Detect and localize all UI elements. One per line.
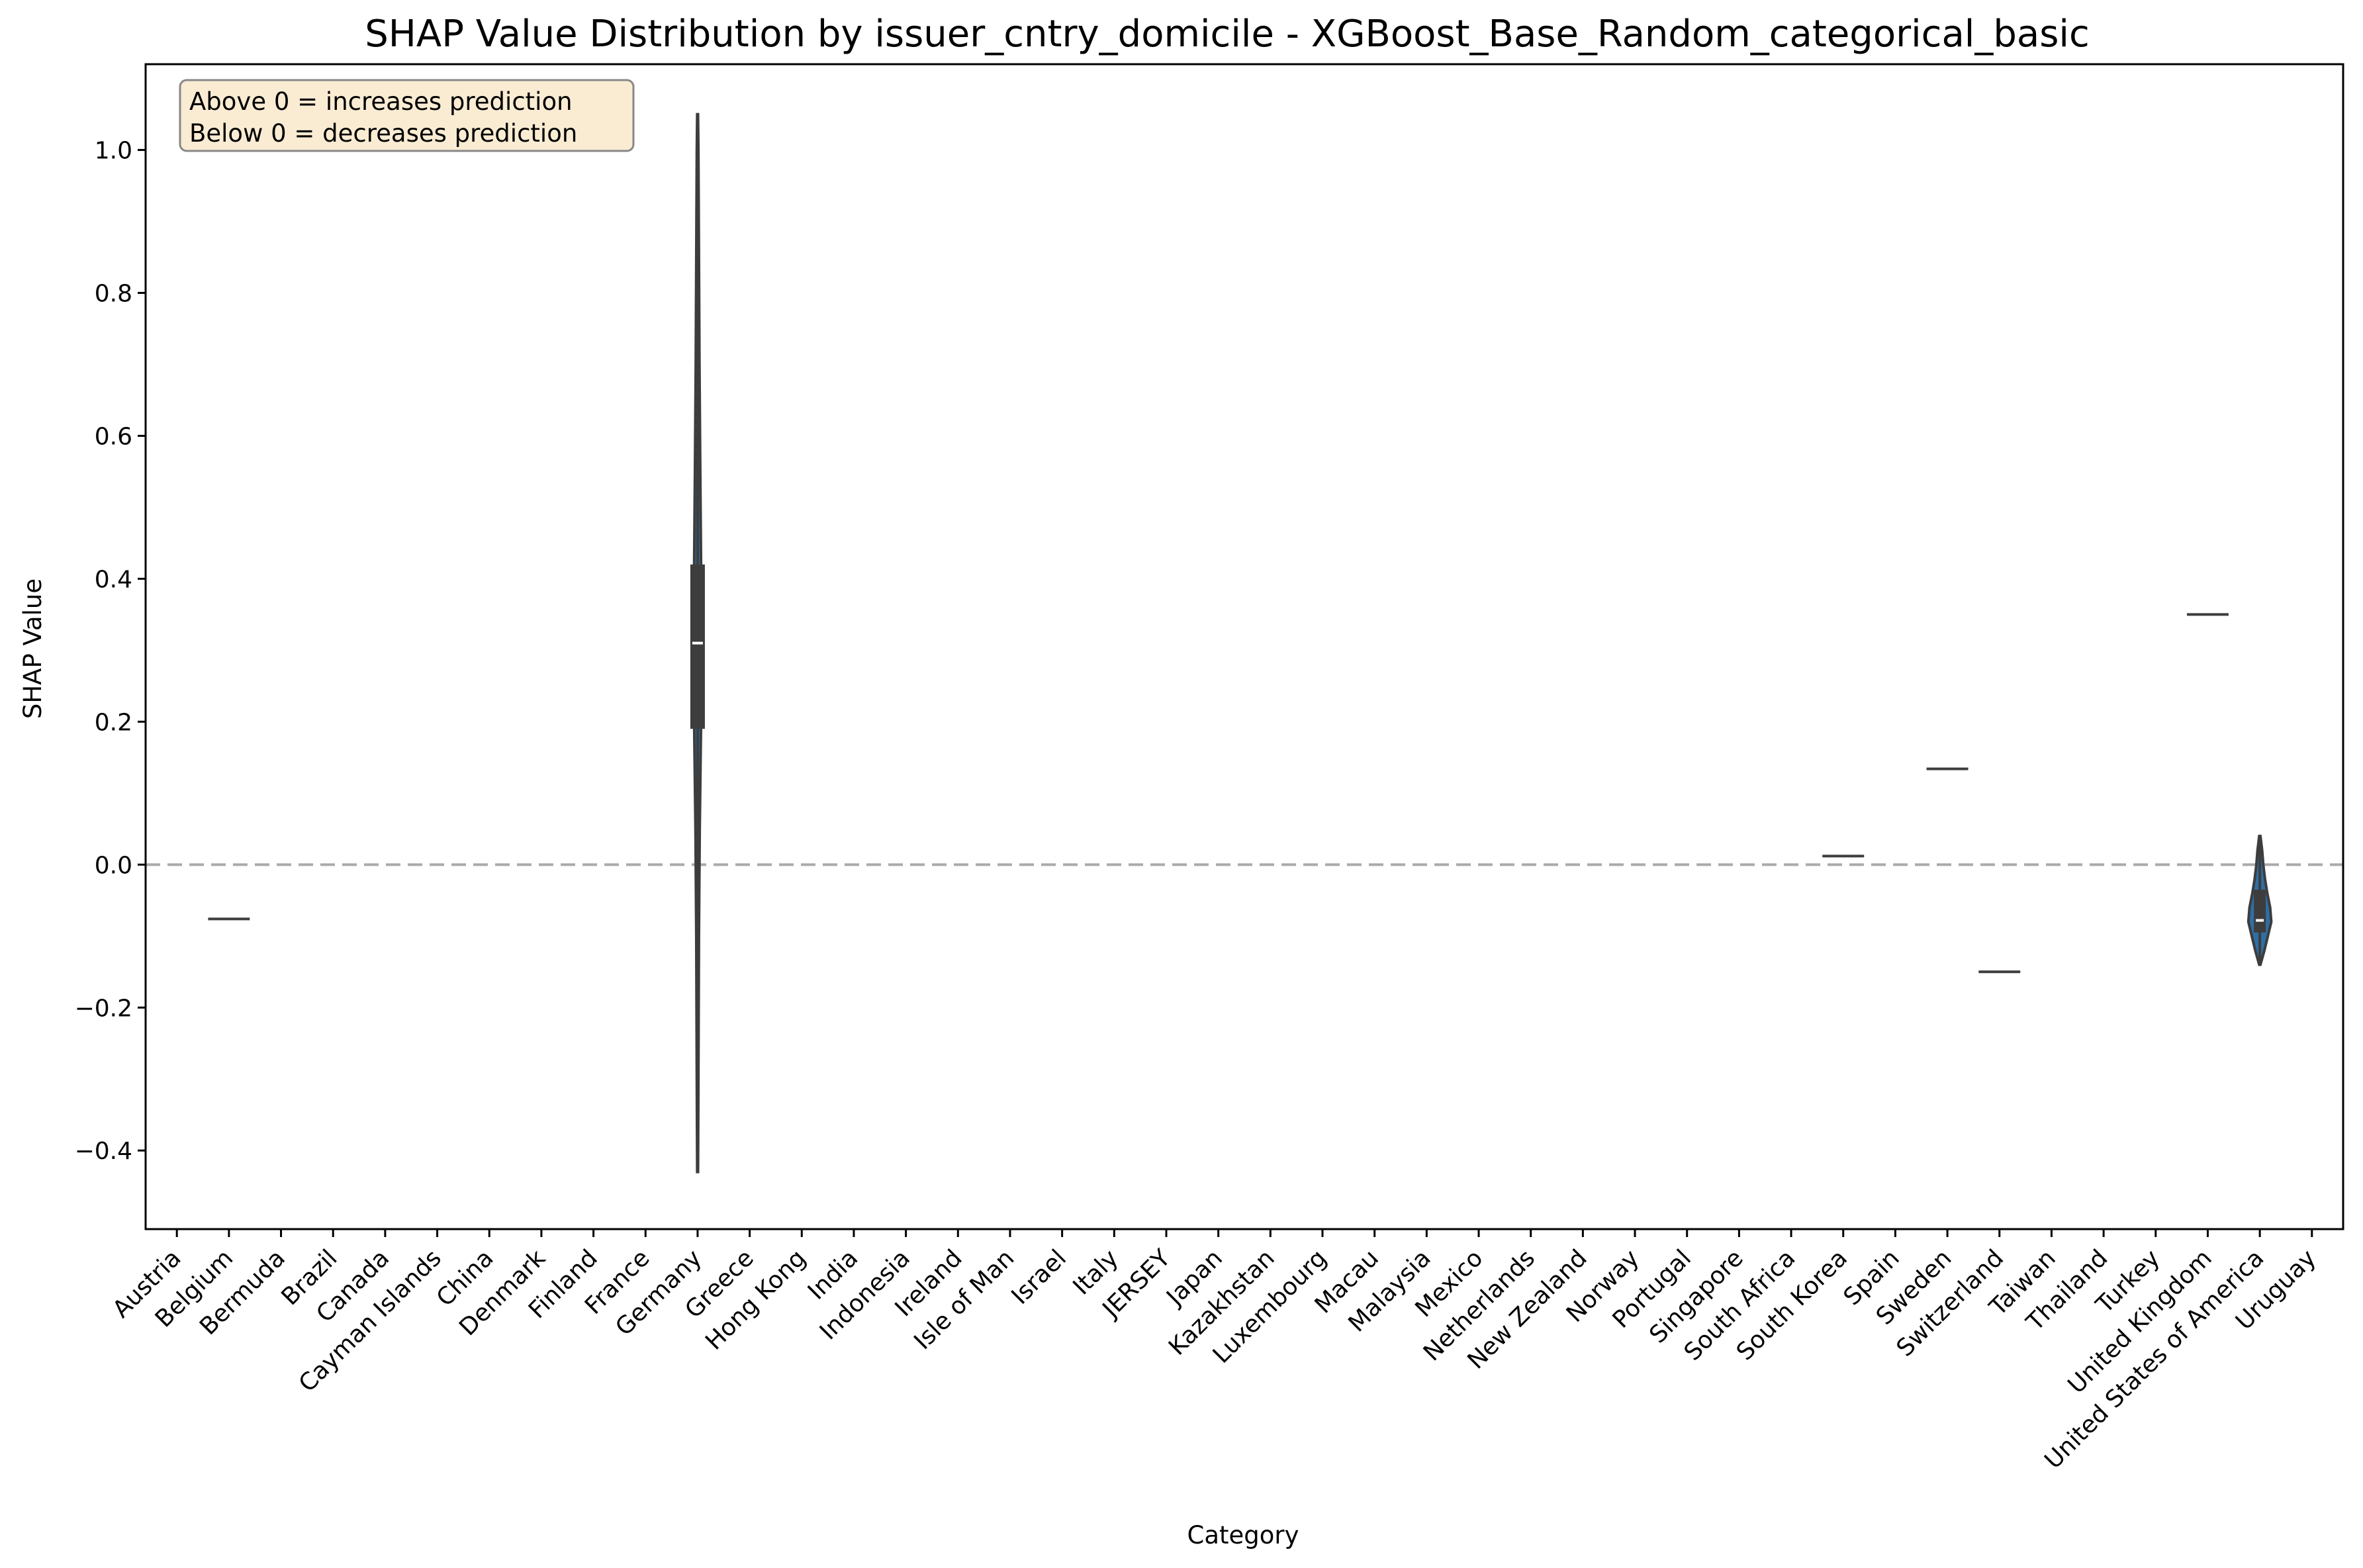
x-tick-label: Israel [1006, 1244, 1072, 1310]
chart-title: SHAP Value Distribution by issuer_cntry_… [365, 13, 2089, 56]
y-tick-label: 0.4 [95, 566, 132, 593]
plot-area: −0.4−0.20.00.20.40.60.81.0AustriaBelgium… [75, 63, 2344, 1474]
violin-inner-box [690, 564, 705, 729]
y-axis-label: SHAP Value [19, 578, 47, 719]
annotation-box: Above 0 = increases prediction Below 0 =… [179, 79, 635, 152]
annotation-line-1: Above 0 = increases prediction [189, 87, 573, 116]
annotation-background [179, 79, 635, 152]
plot-frame [144, 63, 2344, 1230]
annotation-line-2: Below 0 = decreases prediction [189, 119, 577, 148]
x-axis-label: Category [1187, 1521, 1299, 1549]
y-tick-label: 0.2 [95, 709, 132, 736]
y-tick-label: 0.8 [95, 281, 132, 308]
y-tick-label: −0.4 [75, 1138, 132, 1165]
y-tick-label: −0.2 [75, 995, 132, 1022]
violin-inner-box [2254, 890, 2266, 933]
y-tick-label: 0.6 [95, 423, 132, 450]
y-tick-label: 0.0 [95, 852, 132, 879]
y-tick-label: 1.0 [95, 138, 132, 165]
